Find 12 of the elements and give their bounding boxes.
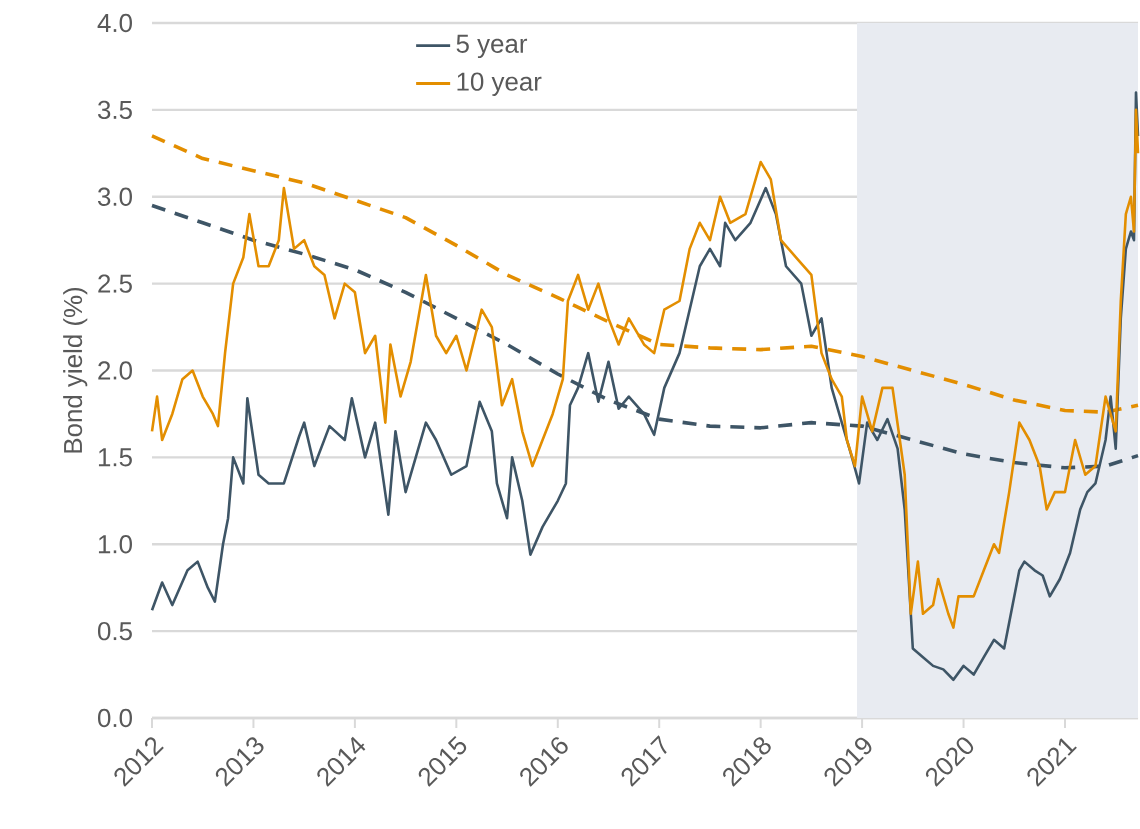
y-tick-label: 3.0	[97, 187, 132, 206]
y-tick-label: 4.0	[97, 13, 132, 33]
y-tick-label: 3.5	[97, 100, 132, 120]
y-tick-label: 1.0	[98, 535, 132, 554]
legend-label: 10 year	[457, 72, 542, 96]
y-tick-label: 2.0	[98, 361, 132, 380]
y-tick-label: 1.5	[98, 448, 132, 467]
legend-label: 5 year	[456, 34, 528, 59]
y-tick-label: 0.5	[97, 621, 132, 641]
y-tick-label: 2.5	[98, 274, 132, 293]
y-axis-title: Bond yield (%)	[63, 287, 88, 453]
y-tick-label: 0.0	[97, 708, 132, 728]
